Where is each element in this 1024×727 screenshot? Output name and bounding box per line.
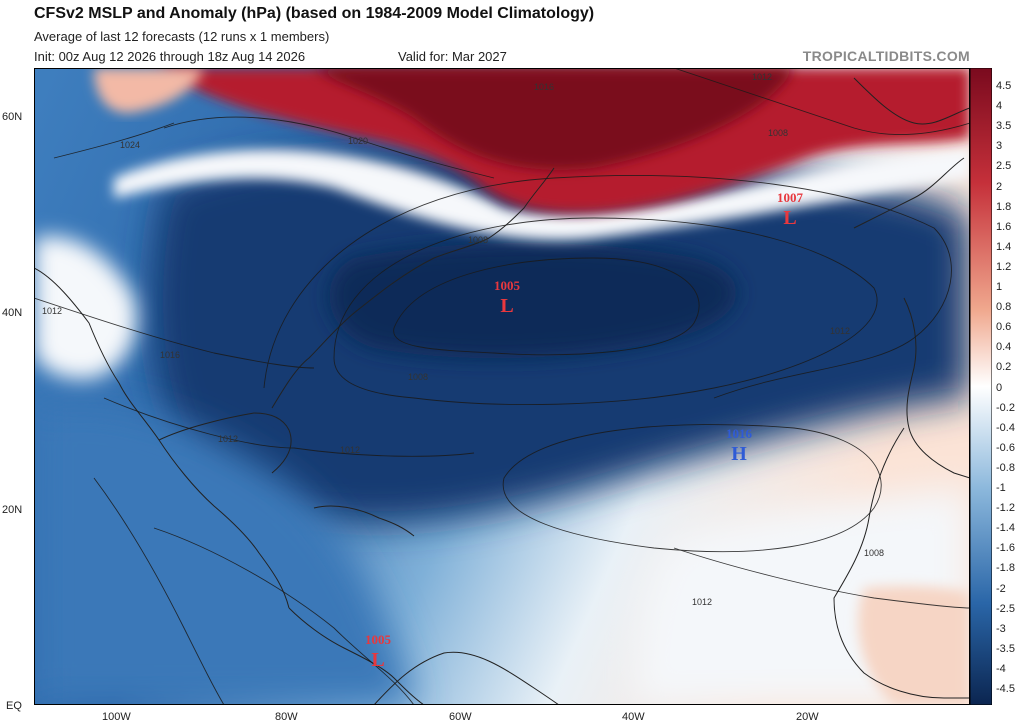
isobar-label: 1016	[534, 82, 554, 92]
center-value: 1005	[365, 632, 392, 647]
colorbar-tick-label: -1	[996, 482, 1006, 494]
lon-label: 40W	[622, 711, 645, 723]
positive-anomaly-core	[314, 68, 794, 170]
isobar-label-group: 1024 1020 1016 1012 1008 1008 1008 1012 …	[42, 72, 884, 607]
colorbar-tick-label: -0.8	[996, 461, 1015, 474]
colorbar-tick-label: 1.2	[996, 260, 1012, 273]
colorbar-tick-label: 3.5	[996, 120, 1012, 133]
low-center-atlantic: 1005 L	[494, 278, 521, 317]
low-center-east: 1007 L	[777, 190, 804, 229]
isobar-label: 1012	[752, 72, 772, 82]
colorbar-tick-label: 0.4	[996, 341, 1012, 354]
neutral-anomaly-band	[114, 148, 970, 240]
positive-anomaly-alaska	[94, 68, 204, 113]
positive-anomaly-africa	[858, 585, 970, 705]
isobar-label: 1008	[768, 128, 788, 138]
high-letter: H	[731, 443, 747, 465]
colorbar-tick-label: 0.8	[996, 301, 1012, 314]
colorbar-tick-label: 0.6	[996, 321, 1012, 334]
colorbar-tick-label: 1.4	[996, 240, 1012, 253]
colorbar-tick-label: -3	[996, 622, 1006, 635]
colorbar-tick-label: -3.5	[996, 642, 1015, 655]
colorbar-tick-label: -1.8	[996, 562, 1015, 575]
colorbar	[969, 67, 993, 706]
colorbar-tick-label: -4	[996, 662, 1006, 675]
lat-label: 20N	[2, 504, 23, 516]
isobar-label: 1012	[692, 597, 712, 607]
colorbar-tick-label: -2.5	[996, 602, 1015, 615]
low-letter: L	[500, 295, 513, 317]
colorbar-tick-label: -1.4	[996, 522, 1015, 535]
lat-label: 40N	[2, 307, 23, 319]
center-value: 1005	[494, 278, 521, 293]
lat-label: 60N	[2, 111, 23, 123]
colorbar-tick-label: -0.4	[996, 421, 1015, 434]
map-title: CFSv2 MSLP and Anomaly (hPa) (based on 1…	[34, 5, 595, 22]
member-info: Average of last 12 forecasts (12 runs x …	[34, 29, 330, 44]
colorbar-tick-label: 4	[996, 100, 1003, 113]
colorbar-tick-label: -2	[996, 582, 1006, 595]
colorbar-tick-label: 2.5	[996, 160, 1012, 173]
isobar-label: 1012	[218, 434, 238, 444]
isobar-label: 1012	[340, 445, 360, 455]
colorbar-tick-label: -4.5	[996, 683, 1015, 695]
low-center-south-america: 1005 L	[365, 632, 392, 671]
isobar-label: 1020	[348, 136, 368, 146]
colorbar-tick-label: 3	[996, 140, 1003, 153]
colorbar-tick-label: 1	[996, 281, 1003, 293]
init-info: Init: 00z Aug 12 2026 through 18z Aug 14…	[34, 49, 306, 64]
lon-label: 100W	[102, 711, 131, 723]
brand-watermark: TROPICALTIDBITS.COM	[802, 48, 970, 64]
anomaly-map: 1024 1020 1016 1012 1008 1008 1008 1012 …	[34, 68, 970, 705]
low-letter: L	[371, 649, 384, 671]
isobar-label: 1008	[468, 235, 488, 245]
neutral-anomaly-west	[34, 236, 137, 379]
coastlines	[34, 77, 970, 705]
isobar-label: 1008	[408, 372, 428, 382]
colorbar-tick-label: 1.8	[996, 200, 1012, 213]
colorbar-tick-label: 2	[996, 180, 1003, 193]
negative-anomaly-pacific	[34, 402, 414, 705]
high-center-subtropic: 1016 H	[726, 426, 753, 465]
isobar-label: 1016	[160, 350, 180, 360]
colorbar-tick-label: 1.6	[996, 220, 1012, 233]
colorbar-tick-label: 4.5	[996, 80, 1012, 92]
lat-label: EQ	[6, 700, 22, 712]
lon-label: 20W	[796, 711, 819, 723]
isobars	[34, 68, 970, 705]
negative-anomaly-center	[329, 243, 737, 359]
lon-label: 80W	[275, 711, 298, 723]
isobar-label: 1012	[830, 326, 850, 336]
colorbar-tick-label: -0.6	[996, 441, 1015, 454]
center-value: 1007	[777, 190, 804, 205]
lon-label: 60W	[449, 711, 472, 723]
map-panel: 1024 1020 1016 1012 1008 1008 1008 1012 …	[34, 68, 970, 705]
isobar-label: 1008	[864, 548, 884, 558]
colorbar-tick-label: -1.6	[996, 542, 1015, 555]
colorbar-tick-label: 0.2	[996, 361, 1012, 374]
colorbar-tick-label: -0.2	[996, 401, 1015, 414]
colorbar-gradient	[969, 67, 993, 706]
valid-info: Valid for: Mar 2027	[398, 49, 507, 64]
isobar-label: 1012	[42, 306, 62, 316]
isobar-label: 1024	[120, 140, 140, 150]
center-value: 1016	[726, 426, 753, 441]
colorbar-tick-label: -1.2	[996, 502, 1015, 515]
colorbar-tick-label: 0	[996, 381, 1003, 394]
map-header: CFSv2 MSLP and Anomaly (hPa) (based on 1…	[0, 0, 1024, 68]
low-letter: L	[783, 207, 796, 229]
